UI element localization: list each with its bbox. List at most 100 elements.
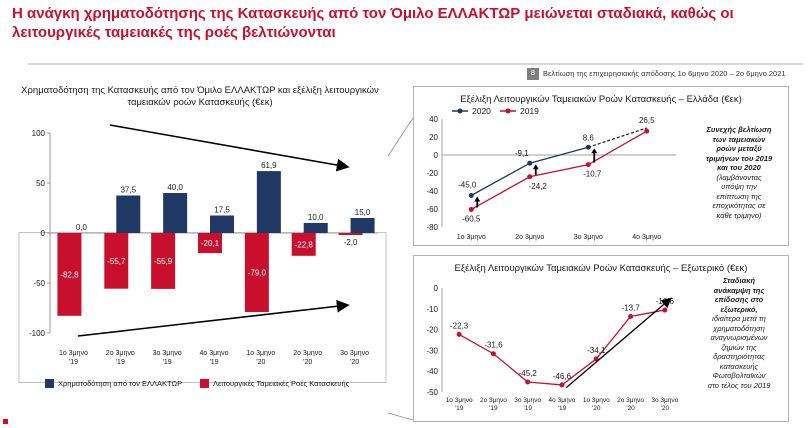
abroad-note: Σταδιακή ανάκαμψη της επίδοσης στο εξωτερικ… <box>696 276 782 390</box>
bar-chart-panel: 100 50 0 -50 -100 0,0 -82,8 1ο 3μηνο '19 37,5 -55,… <box>18 123 388 413</box>
x-tick-label: 1ο 3μηνο <box>446 397 473 404</box>
section-label: Βελτίωση της επιχειρησιακής απόδοσης 1ο … <box>543 69 786 78</box>
data-point <box>527 160 533 166</box>
bar-funding <box>303 223 328 233</box>
y-tick-label: 100 <box>32 129 46 138</box>
bar-funding <box>116 195 141 233</box>
x-tick-label: 4ο 3μηνο <box>549 397 576 404</box>
y-tick-label: -40 <box>426 367 438 376</box>
legend-swatch-funding <box>45 379 54 388</box>
x-tick-label: 3ο 3μηνο <box>153 350 182 357</box>
x-tick-label: 2ο 3μηνο <box>293 350 322 357</box>
legend-marker <box>505 108 511 114</box>
bar-funding-label: 15,0 <box>355 208 371 217</box>
data-point <box>456 331 462 337</box>
data-label: -45,0 <box>458 181 477 190</box>
data-label: -31,6 <box>484 341 503 350</box>
data-label: -24,2 <box>529 182 548 191</box>
note-line: δραστηριότητας <box>713 352 765 361</box>
note-line: υπόψη την <box>721 182 757 191</box>
data-label: 26,5 <box>639 116 655 125</box>
x-tick-label: 4ο 3μηνο <box>200 350 229 357</box>
x-tick-label: 2ο 3μηνο <box>106 350 135 357</box>
data-point <box>468 193 474 198</box>
improvement-arrow-head <box>474 196 481 202</box>
bar-funding <box>256 171 281 233</box>
x-tick-label: 2ο 3μηνο <box>617 397 644 404</box>
trend-arrow <box>565 297 672 389</box>
x-tick-label-year: '19 <box>523 405 532 412</box>
section-badge: 8 <box>527 68 539 80</box>
legend-label: 2019 <box>520 107 539 116</box>
note-line: αναγνωρισμένων <box>710 333 768 342</box>
data-point <box>585 162 591 168</box>
y-tick-label: -100 <box>29 329 46 338</box>
data-point <box>662 307 668 313</box>
note-line: Συνεχής βελτίωση <box>706 125 772 134</box>
y-tick-label: 0 <box>434 284 439 293</box>
data-point <box>559 382 565 388</box>
data-point <box>468 206 474 212</box>
bar-funding <box>210 215 234 233</box>
x-tick-label-year: '19 <box>69 359 78 366</box>
bar-cashflow <box>57 233 82 316</box>
note-line: εποχικότητας σε <box>712 201 766 210</box>
bar-cashflow <box>104 233 129 289</box>
bar-funding-label: 40,0 <box>167 183 183 192</box>
abroad-chart-panel: Εξέλιξη Λειτουργικών Ταμειακών Ροών Κατα… <box>413 255 789 422</box>
x-tick-label: 4ο 3μηνο <box>632 234 661 241</box>
data-point <box>628 313 634 319</box>
legend-label: 2020 <box>472 107 491 116</box>
legend-swatch-cashflow <box>200 379 209 388</box>
bar-cashflow-label: -55,7 <box>107 257 126 266</box>
y-tick-label: -30 <box>426 346 438 355</box>
bar-chart: 100 50 0 -50 -100 0,0 -82,8 1ο 3μηνο '19 37,5 -55,… <box>18 124 387 383</box>
x-tick-label: 1ο 3μηνο <box>59 350 88 357</box>
series-line <box>470 130 648 211</box>
y-tick-label: -80 <box>426 223 438 232</box>
note-line: εξωτερικό, <box>720 304 758 314</box>
connector-top <box>387 117 414 157</box>
legend-label-funding: Χρηματοδότηση από τον ΕΛΛΑΚΤΩΡ <box>58 379 183 388</box>
y-tick-label: -20 <box>426 169 438 178</box>
projection-line <box>588 127 647 148</box>
data-label: 8,6 <box>583 133 595 142</box>
bar-funding-label: 10,0 <box>308 213 324 222</box>
x-tick-label: 2ο 3μηνο <box>480 397 507 404</box>
x-tick-label-year: '19 <box>209 359 218 366</box>
bar-cashflow-label: -55,9 <box>154 257 173 266</box>
note-line: χρηματοδότηση <box>713 323 765 333</box>
x-tick-label-year: '19 <box>558 405 567 412</box>
data-label: -34,1 <box>587 346 606 355</box>
x-tick-label: 3ο 3μηνο <box>340 350 369 357</box>
x-tick-label-year: '20 <box>303 359 312 366</box>
data-point <box>644 128 650 134</box>
y-tick-label: 20 <box>429 133 438 142</box>
bar-cashflow-label: -20,1 <box>201 239 220 248</box>
trend-arrow-down <box>109 124 350 172</box>
note-line: επίπτωση της <box>716 191 762 201</box>
note-line: (λαμβάνοντας <box>716 172 762 182</box>
y-tick-label: 0 <box>434 151 439 160</box>
x-tick-label: 1ο 3μηνο <box>457 234 486 241</box>
x-tick-label-year: '20 <box>350 359 359 366</box>
data-label: -13,7 <box>621 303 640 312</box>
x-tick-label-year: '19 <box>489 405 498 412</box>
divider <box>28 63 803 65</box>
note-line: των ταμειακών <box>712 134 766 144</box>
data-label: -9,1 <box>515 149 529 158</box>
data-point <box>525 379 531 385</box>
legend-marker <box>457 108 463 114</box>
data-label: -60,5 <box>462 214 481 223</box>
x-tick-label: 3ο 3μηνο <box>574 234 603 241</box>
data-label: -46,6 <box>553 372 572 381</box>
connector-bottom <box>387 412 414 421</box>
note-line: τριμήνων του 2019 <box>705 153 773 163</box>
note-line: Σταδιακή <box>722 276 756 285</box>
bar-cashflow <box>338 233 363 235</box>
data-point <box>527 174 533 180</box>
abroad-chart-title: Εξέλιξη Λειτουργικών Ταμειακών Ροών Κατα… <box>454 263 748 274</box>
note-line: κάθε τρίμηνο) <box>716 210 762 220</box>
y-tick-label: -40 <box>426 187 438 196</box>
greece-note: Συνεχής βελτίωση των ταμειακών ροών μεταξύ… <box>696 125 782 220</box>
